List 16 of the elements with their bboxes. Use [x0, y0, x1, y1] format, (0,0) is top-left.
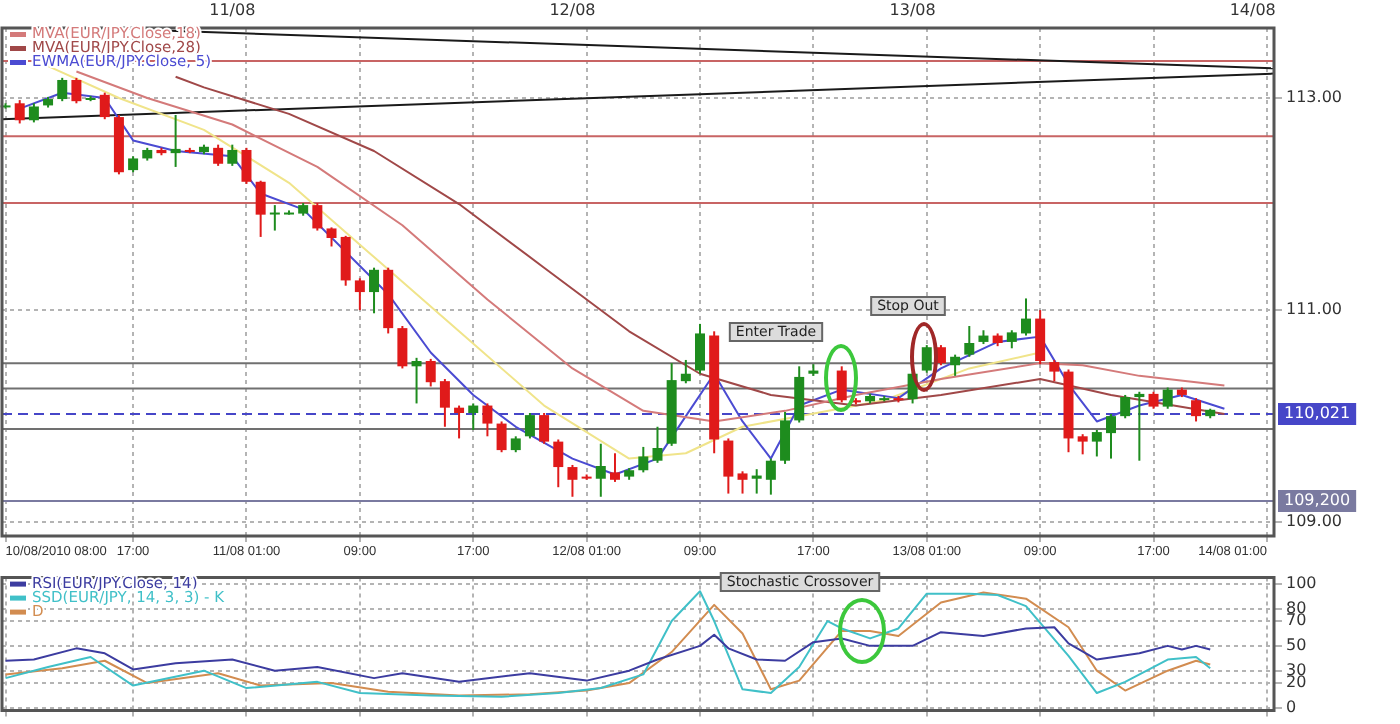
x2-tick-label: 11/08	[209, 0, 256, 19]
y-tick-label: 0	[1286, 698, 1297, 717]
x2-tick-label: 13/08	[889, 0, 936, 19]
y-tick-label: 20	[1286, 673, 1307, 692]
ref-line-label: 110,021	[1284, 404, 1351, 423]
y-tick-label: 70	[1286, 611, 1307, 630]
y-tick-label: 113.00	[1286, 88, 1342, 107]
y-tick-label: 30	[1286, 660, 1307, 679]
y-tick-label: 111.00	[1286, 300, 1342, 319]
x2-tick-label: 14/08	[1229, 0, 1276, 19]
x2-tick-label: 12/08	[549, 0, 596, 19]
y-tick-label: 50	[1286, 636, 1307, 655]
y-tick-label: 109.00	[1286, 512, 1342, 531]
y-tick-label: 100	[1286, 573, 1317, 592]
ref-line-label: 109,200	[1284, 491, 1351, 510]
y-tick-label: 80	[1286, 598, 1307, 617]
